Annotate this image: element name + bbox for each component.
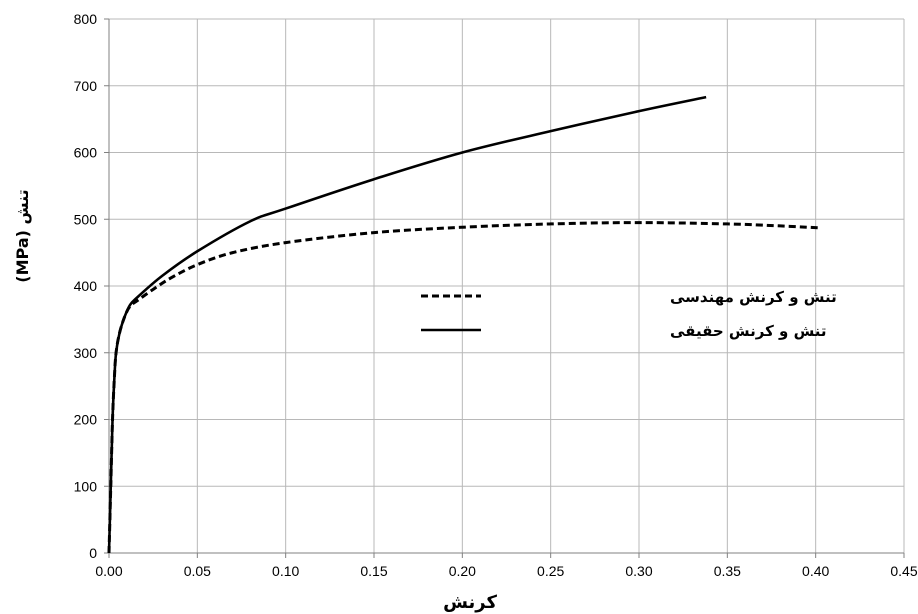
- x-tick-label: 0.00: [95, 563, 122, 579]
- x-tick-label: 0.20: [449, 563, 476, 579]
- y-tick-label: 200: [74, 412, 98, 428]
- x-tick-label: 0.15: [360, 563, 387, 579]
- x-tick-label: 0.45: [890, 563, 917, 579]
- x-tick-label: 0.05: [184, 563, 211, 579]
- axes: [104, 18, 905, 558]
- y-tick-label: 100: [74, 478, 98, 494]
- legend-label: تنش و کرنش مهندسی: [670, 288, 837, 306]
- y-tick-label: 500: [74, 211, 98, 227]
- x-tick-label: 0.10: [272, 563, 299, 579]
- series-lines: [107, 95, 822, 554]
- y-axis-title: تنش (MPa): [13, 189, 32, 282]
- y-tick-label: 300: [74, 345, 98, 361]
- grid-lines: [109, 18, 905, 553]
- x-tick-label: 0.30: [625, 563, 652, 579]
- y-tick-label: 400: [74, 278, 98, 294]
- tick-labels: 0.00 0.05 0.10 0.15 0.20 0.25 0.30 0.35 0.40 0.45…: [74, 11, 918, 579]
- true-stress-strain-line: [107, 95, 707, 554]
- x-axis-title: کرنش: [443, 592, 497, 613]
- legend: تنش و کرنش مهندسی تنش و کرنش حقیقی: [421, 288, 837, 340]
- x-tick-label: 0.25: [537, 563, 564, 579]
- x-tick-label: 0.35: [714, 563, 741, 579]
- legend-label: تنش و کرنش حقیقی: [670, 322, 827, 340]
- x-tick-label: 0.40: [802, 563, 829, 579]
- y-tick-label: 800: [74, 11, 98, 27]
- y-tick-label: 700: [74, 78, 98, 94]
- y-tick-label: 600: [74, 145, 98, 161]
- engineering-stress-strain-line: [107, 221, 822, 554]
- y-tick-label: 0: [89, 545, 97, 561]
